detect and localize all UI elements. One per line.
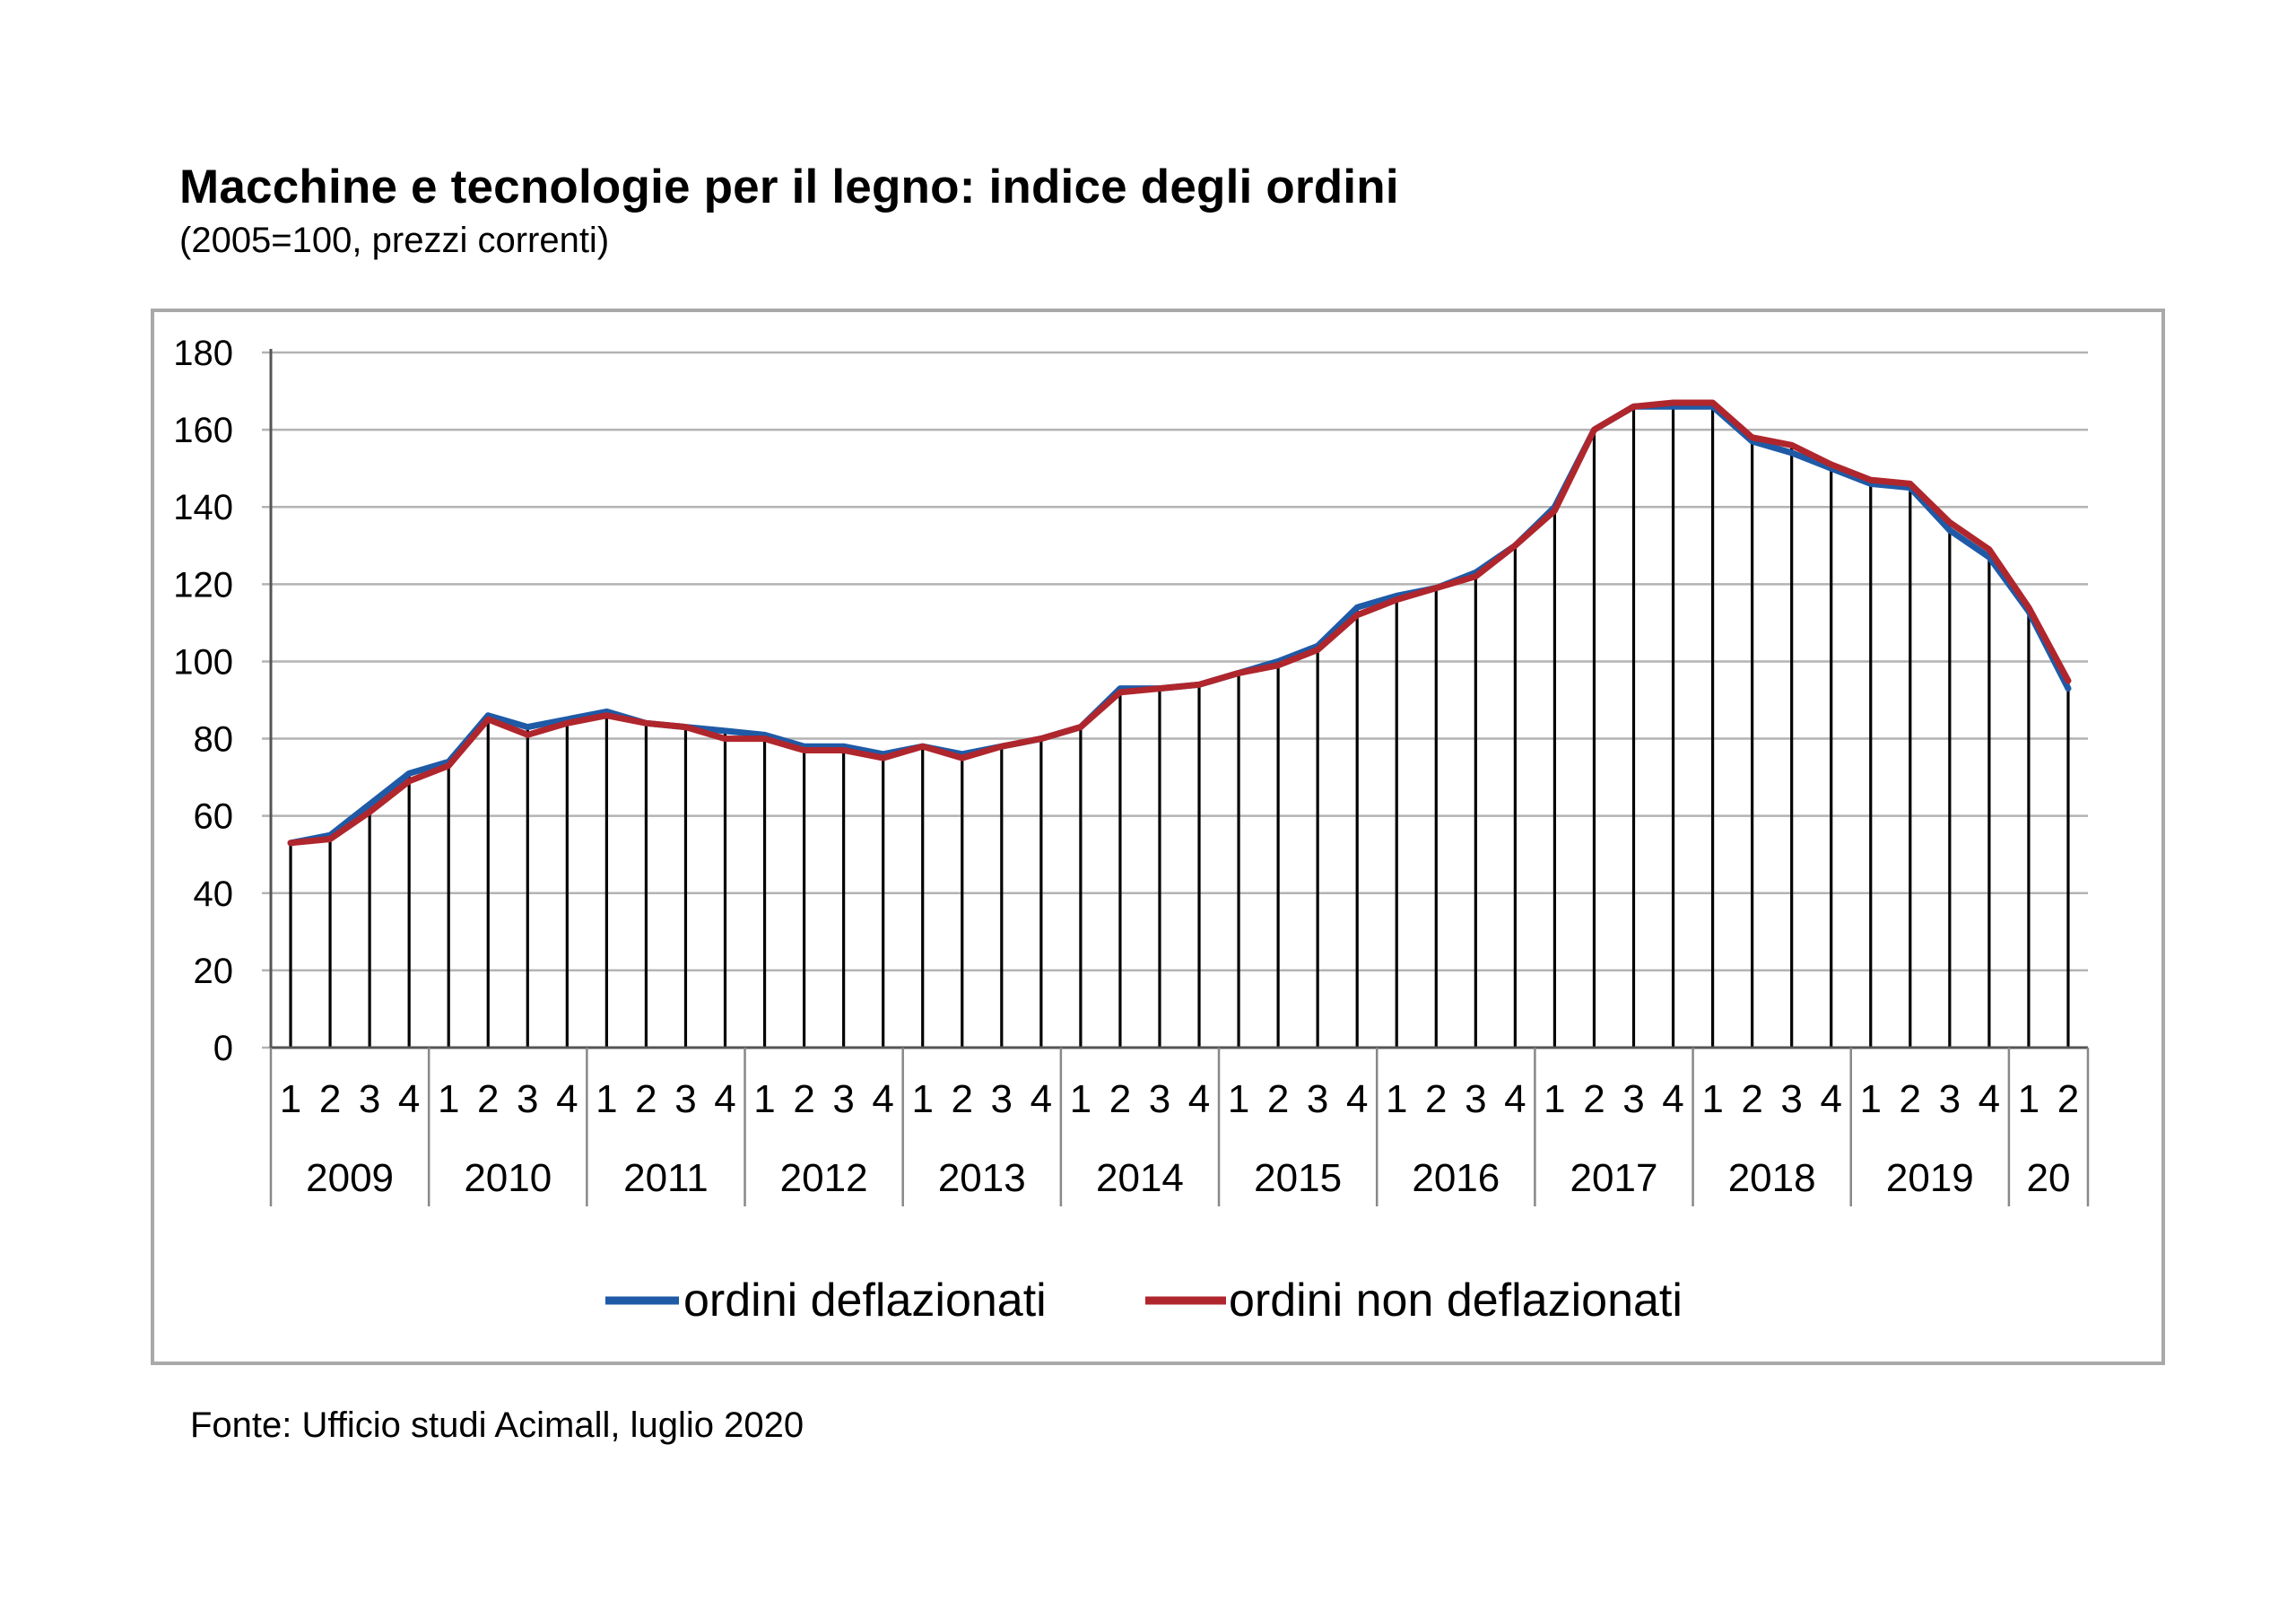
y-axis-ticks: 0 20 40 60 80 100 120 140 160 180: [173, 334, 233, 1068]
x-tick-label-quarter: 3: [1149, 1077, 1170, 1121]
x-tick-label-year: 2011: [623, 1156, 709, 1200]
x-tick-label-year: 2010: [464, 1156, 552, 1200]
x-tick-label-quarter: 4: [1979, 1077, 2000, 1121]
x-tick-label-quarter: 1: [1701, 1077, 1723, 1121]
x-tick-label-year: 2019: [1886, 1156, 1974, 1200]
y-tick-label: 160: [173, 411, 233, 450]
x-tick-label-quarter: 3: [832, 1077, 854, 1121]
x-tick-label-quarter: 1: [438, 1077, 459, 1121]
series-line-ordini-non-deflazionati: [287, 399, 2072, 847]
x-tick-label-quarter: 1: [1070, 1077, 1091, 1121]
x-tick-label-quarter: 1: [911, 1077, 933, 1121]
x-tick-label-quarter: 4: [1188, 1077, 1210, 1121]
x-tick-label-quarter: 3: [1307, 1077, 1328, 1121]
x-tick-label-quarter: 2: [793, 1077, 814, 1121]
series-line-ordini-deflazionati: [287, 403, 2072, 847]
x-tick-label-quarter: 1: [1386, 1077, 1407, 1121]
y-tick-label: 100: [173, 642, 233, 682]
x-tick-label-quarter: 4: [1031, 1077, 1052, 1121]
x-tick-label-quarter: 2: [635, 1077, 657, 1121]
drop-lines: [289, 402, 2070, 1048]
x-tick-label-year: 20: [2026, 1156, 2070, 1200]
x-tick-label-year: 2016: [1412, 1156, 1500, 1200]
x-tick-label-quarter: 1: [280, 1077, 301, 1121]
chart-subtitle: (2005=100, prezzi correnti): [179, 221, 610, 260]
x-tick-label-year: 2015: [1254, 1156, 1342, 1200]
y-tick-label: 140: [173, 488, 233, 527]
y-tick-label: 60: [194, 797, 234, 837]
x-tick-label-quarter: 3: [1622, 1077, 1644, 1121]
x-tick-label-quarter: 3: [517, 1077, 538, 1121]
x-tick-label-quarter: 4: [1346, 1077, 1368, 1121]
chart-title: Macchine e tecnologie per il legno: indi…: [179, 161, 1399, 213]
x-tick-label-quarter: 1: [753, 1077, 775, 1121]
x-tick-label-quarter: 2: [1267, 1077, 1289, 1121]
x-tick-label-quarter: 2: [2057, 1077, 2079, 1121]
y-tick-label: 120: [173, 565, 233, 605]
x-tick-label-quarter: 3: [991, 1077, 1013, 1121]
x-tick-label-year: 2013: [938, 1156, 1026, 1200]
x-tick-label-quarter: 4: [556, 1077, 578, 1121]
x-tick-label-quarter: 2: [1741, 1077, 1762, 1121]
x-tick-label-quarter: 4: [872, 1077, 893, 1121]
x-tick-label-quarter: 2: [319, 1077, 341, 1121]
x-tick-label-year: 2012: [780, 1156, 868, 1200]
x-tick-label-quarter: 1: [1228, 1077, 1249, 1121]
x-tick-label-quarter: 4: [714, 1077, 735, 1121]
x-tick-label-quarter: 2: [1583, 1077, 1605, 1121]
y-tick-label: 180: [173, 334, 233, 373]
x-tick-label-quarter: 4: [1820, 1077, 1841, 1121]
x-tick-label-quarter: 2: [1109, 1077, 1131, 1121]
x-tick-label-quarter: 3: [674, 1077, 696, 1121]
x-tick-label-quarter: 1: [1544, 1077, 1565, 1121]
x-tick-label-year: 2014: [1096, 1156, 1184, 1200]
x-tick-label-quarter: 3: [1939, 1077, 1961, 1121]
chart-frame: [151, 309, 2165, 1365]
y-tick-label: 0: [213, 1029, 233, 1068]
x-tick-label-quarter: 3: [1465, 1077, 1486, 1121]
x-tick-label-quarter: 4: [1504, 1077, 1526, 1121]
x-tick-label-quarter: 4: [1662, 1077, 1683, 1121]
x-tick-label-quarter: 1: [1860, 1077, 1882, 1121]
y-tick-label: 40: [194, 874, 234, 914]
y-tick-label: 80: [194, 720, 234, 760]
x-tick-label-quarter: 2: [477, 1077, 499, 1121]
x-tick-label-quarter: 2: [1425, 1077, 1447, 1121]
legend: ordini deflazionati ordini non deflazion…: [605, 1275, 1683, 1327]
series-lines: [287, 399, 2072, 847]
x-tick-label-quarter: 2: [1900, 1077, 1921, 1121]
x-tick-label-quarter: 1: [596, 1077, 617, 1121]
y-tick-label: 20: [194, 952, 234, 991]
x-tick-label-year: 2018: [1728, 1156, 1816, 1200]
x-tick-label-quarter: 3: [359, 1077, 380, 1121]
x-tick-label-year: 2009: [306, 1156, 394, 1200]
x-tick-label-quarter: 3: [1780, 1077, 1802, 1121]
legend-label-ordini-non-deflazionati: ordini non deflazionati: [1229, 1275, 1683, 1327]
x-tick-label-quarter: 2: [952, 1077, 973, 1121]
source-note: Fonte: Ufficio studi Acimall, luglio 202…: [190, 1405, 804, 1445]
x-tick-label-year: 2017: [1570, 1156, 1658, 1200]
x-tick-label-quarter: 1: [2018, 1077, 2039, 1121]
legend-label-ordini-deflazionati: ordini deflazionati: [683, 1275, 1047, 1327]
x-tick-label-quarter: 4: [398, 1077, 420, 1121]
